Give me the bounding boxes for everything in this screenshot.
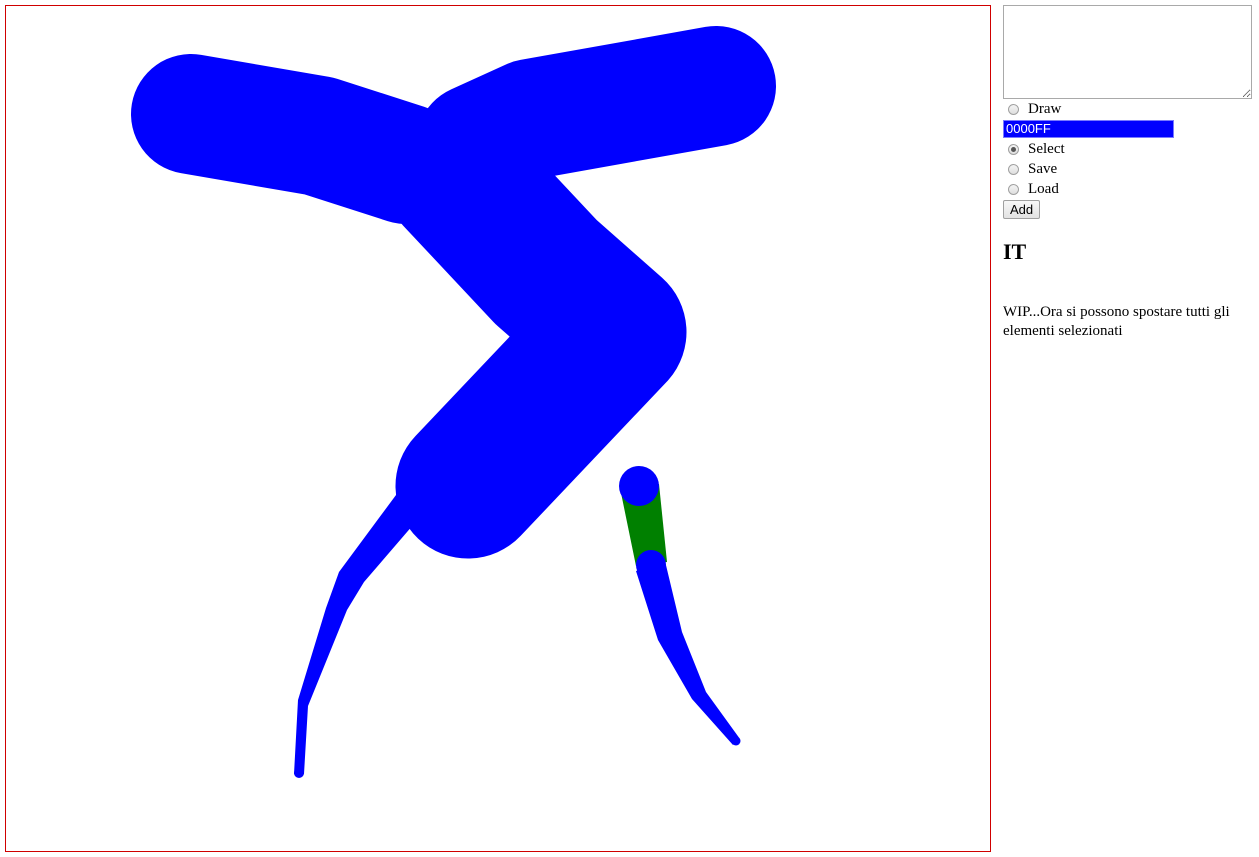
selected-segment-top-cap	[619, 466, 659, 506]
stroke-left-leg-tip	[294, 768, 304, 778]
save-label: Save	[1028, 160, 1058, 177]
description-text: WIP...Ora si possono spostare tutti gli …	[1003, 304, 1230, 339]
draw-label: Draw	[1028, 100, 1062, 117]
notes-textarea[interactable]	[1003, 5, 1252, 99]
stroke-upper-left[interactable]	[131, 54, 466, 224]
control-panel: Draw 0000FF Select Save Load Add IT WIP.…	[1003, 5, 1253, 341]
mode-select[interactable]: Select	[1003, 139, 1253, 159]
stroke-left-leg[interactable]	[294, 468, 438, 774]
select-radio[interactable]	[1008, 143, 1019, 155]
draw-radio[interactable]	[1008, 103, 1019, 115]
save-radio[interactable]	[1008, 163, 1019, 175]
load-label: Load	[1028, 180, 1059, 197]
stroke-right-leg-joint	[636, 550, 666, 580]
mode-draw[interactable]: Draw	[1003, 99, 1253, 119]
stroke-right-leg[interactable]	[636, 561, 740, 745]
drawing-canvas[interactable]	[5, 5, 991, 852]
stroke-body[interactable]	[383, 103, 687, 559]
select-label: Select	[1028, 140, 1065, 157]
stroke-right-leg-tip	[731, 736, 741, 746]
language-heading: IT	[1003, 239, 1027, 264]
mode-save[interactable]: Save	[1003, 159, 1253, 179]
add-button[interactable]: Add	[1003, 200, 1041, 219]
load-radio[interactable]	[1008, 183, 1019, 195]
color-input[interactable]: 0000FF	[1003, 120, 1174, 138]
mode-load[interactable]: Load	[1003, 179, 1253, 199]
canvas-drawing	[131, 26, 776, 778]
